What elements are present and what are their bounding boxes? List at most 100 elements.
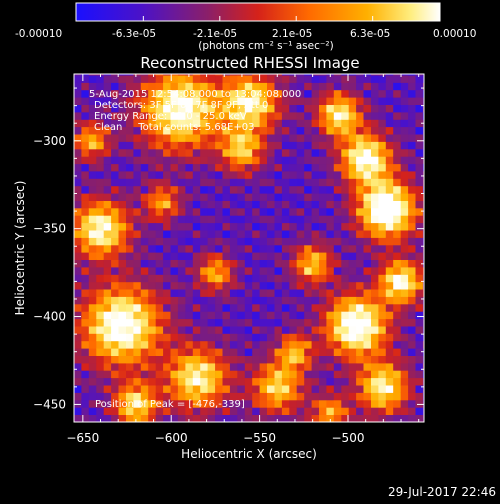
heatmap-cell	[422, 74, 424, 76]
heatmap-cell	[341, 178, 350, 187]
heatmap-cell	[229, 215, 238, 224]
heatmap-cell	[148, 200, 156, 209]
heatmap-cell	[326, 119, 335, 128]
heatmap-cell	[393, 252, 401, 260]
heatmap-cell	[207, 112, 216, 120]
heatmap-cell	[237, 318, 246, 327]
heatmap-cell	[229, 289, 238, 297]
heatmap-cell	[385, 362, 394, 371]
heatmap-cell	[371, 296, 379, 305]
heatmap-cell	[393, 207, 401, 216]
heatmap-cell	[237, 399, 246, 408]
heatmap-cell	[207, 326, 216, 334]
heatmap-cell	[252, 82, 260, 91]
heatmap-cell	[333, 134, 342, 142]
heatmap-cell	[96, 148, 105, 157]
heatmap-cell	[326, 222, 335, 231]
heatmap-cell	[140, 414, 149, 422]
heatmap-cell	[422, 163, 424, 172]
heatmap-cell	[319, 222, 327, 231]
heatmap-cell	[326, 134, 335, 142]
heatmap-cell	[393, 215, 401, 224]
heatmap-cell	[393, 348, 401, 356]
heatmap-cell	[111, 370, 119, 379]
heatmap-cell	[229, 148, 238, 157]
heatmap-cell	[237, 407, 246, 415]
heatmap-cell	[229, 407, 238, 415]
heatmap-cell	[385, 74, 394, 76]
heatmap-cell	[252, 348, 260, 356]
heatmap-cell	[207, 74, 216, 76]
heatmap-cell	[296, 244, 305, 253]
heatmap-cell	[222, 252, 231, 260]
heatmap-cell	[304, 156, 312, 165]
heatmap-cell	[163, 171, 171, 179]
heatmap-cell	[400, 215, 409, 224]
heatmap-cell	[311, 252, 320, 260]
heatmap-cell	[103, 119, 112, 128]
heatmap-cell	[415, 289, 424, 297]
heatmap-cell	[170, 281, 179, 290]
heatmap-cell	[400, 348, 409, 356]
colorbar-tick-label: 6.3e-05	[350, 28, 390, 40]
heatmap-cell	[192, 289, 201, 297]
heatmap-cell	[103, 104, 112, 113]
heatmap-cell	[215, 119, 223, 128]
heatmap-cell	[326, 185, 335, 194]
heatmap-cell	[170, 318, 179, 327]
heatmap-cell	[207, 311, 216, 320]
heatmap-cell	[103, 392, 112, 401]
heatmap-cell	[341, 237, 350, 246]
heatmap-cell	[400, 207, 409, 216]
heatmap-cell	[155, 259, 164, 268]
heatmap-cell	[155, 311, 164, 320]
heatmap-cell	[244, 362, 253, 371]
heatmap-cell	[237, 252, 246, 260]
heatmap-cell	[177, 252, 186, 260]
heatmap-cell	[408, 340, 416, 349]
heatmap-cell	[74, 407, 82, 415]
heatmap-cell	[296, 318, 305, 327]
heatmap-cell	[341, 156, 350, 165]
heatmap-cell	[415, 414, 424, 422]
heatmap-cell	[244, 148, 253, 157]
heatmap-cell	[222, 82, 231, 91]
heatmap-cell	[348, 97, 357, 105]
heatmap-cell	[371, 104, 379, 113]
heatmap-cell	[103, 237, 112, 246]
heatmap-cell	[103, 244, 112, 253]
heatmap-cell	[311, 348, 320, 356]
heatmap-cell	[185, 370, 194, 379]
heatmap-cell	[133, 267, 142, 275]
heatmap-cell	[118, 119, 127, 128]
heatmap-cell	[400, 82, 409, 91]
heatmap-cell	[326, 244, 335, 253]
heatmap-cell	[244, 163, 253, 172]
heatmap-cell	[237, 392, 246, 401]
heatmap-cell	[274, 267, 283, 275]
heatmap-cell	[415, 141, 424, 150]
heatmap-cell	[281, 289, 290, 297]
heatmap-cell	[274, 134, 283, 142]
heatmap-cell	[200, 370, 208, 379]
heatmap-cell	[237, 362, 246, 371]
heatmap-cell	[274, 215, 283, 224]
heatmap-cell	[326, 362, 335, 371]
heatmap-cell	[237, 75, 246, 83]
heatmap-cell	[111, 348, 119, 356]
heatmap-cell	[408, 303, 416, 312]
heatmap-cell	[296, 311, 305, 320]
heatmap-cell	[200, 134, 208, 142]
heatmap-cell	[259, 326, 268, 334]
heatmap-cell	[222, 207, 231, 216]
heatmap-cell	[393, 392, 401, 401]
heatmap-cell	[185, 163, 194, 172]
heatmap-cell	[111, 385, 119, 393]
heatmap-cell	[252, 163, 260, 172]
heatmap-cell	[393, 355, 401, 364]
heatmap-cell	[341, 215, 350, 224]
heatmap-cell	[304, 326, 312, 334]
heatmap-cell	[74, 340, 82, 349]
heatmap-cell	[385, 244, 394, 253]
heatmap-cell	[96, 75, 105, 83]
